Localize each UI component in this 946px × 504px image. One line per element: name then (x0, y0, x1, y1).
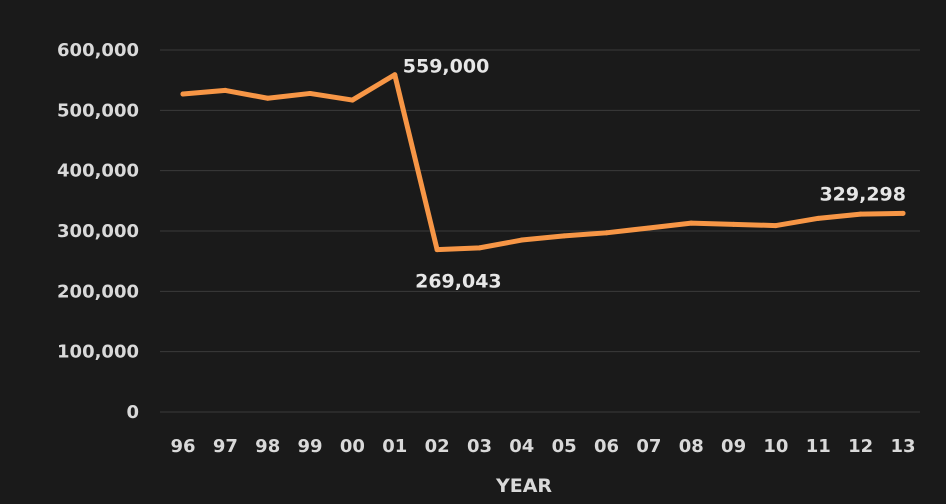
y-tick-label: 100,000 (57, 342, 139, 363)
data-point (646, 225, 652, 231)
data-point (307, 90, 313, 96)
data-point (265, 95, 271, 101)
data-point (434, 247, 440, 253)
x-tick-label: 13 (890, 436, 915, 457)
data-label: 329,298 (819, 183, 906, 205)
y-tick-label: 500,000 (57, 100, 139, 121)
data-point (392, 72, 398, 78)
x-axis-title: YEAR (495, 475, 552, 497)
y-tick-label: 600,000 (57, 40, 139, 61)
series-layer (180, 72, 906, 253)
x-tick-label: 08 (679, 436, 704, 457)
x-tick-label: 96 (170, 436, 195, 457)
data-point (349, 97, 355, 103)
x-tick-label: 12 (848, 436, 873, 457)
y-tick-label: 0 (126, 402, 139, 423)
data-point (858, 211, 864, 217)
data-point (180, 91, 186, 97)
x-tick-label: 04 (509, 436, 534, 457)
x-tick-label: 03 (467, 436, 492, 457)
y-tick-label: 200,000 (57, 281, 139, 302)
data-point (900, 210, 906, 216)
x-tick-label: 97 (213, 436, 238, 457)
x-tick-label: 98 (255, 436, 280, 457)
x-tick-label: 99 (298, 436, 323, 457)
series-line (180, 72, 906, 253)
data-point (815, 215, 821, 221)
x-tick-label: 05 (552, 436, 577, 457)
data-point (731, 221, 737, 227)
y-axis-ticks: 0 100,000 200,000 300,000 400,000 500,000 600,… (57, 40, 139, 423)
data-point (561, 233, 567, 239)
data-label: 269,043 (415, 271, 502, 293)
x-tick-label: 11 (806, 436, 831, 457)
gridlines (160, 49, 920, 413)
x-tick-label: 07 (636, 436, 661, 457)
data-point (773, 223, 779, 229)
x-tick-label: 09 (721, 436, 746, 457)
x-tick-label: 00 (340, 436, 365, 457)
data-point (476, 245, 482, 251)
data-point (688, 220, 694, 226)
data-point (519, 237, 525, 243)
x-tick-label: 06 (594, 436, 619, 457)
y-tick-label: 300,000 (57, 221, 139, 242)
data-label: 559,000 (403, 56, 490, 78)
data-point (604, 230, 610, 236)
data-labels: 559,000 269,043 329,298 (403, 56, 906, 293)
x-tick-label: 02 (425, 436, 450, 457)
x-tick-label: 01 (382, 436, 407, 457)
y-tick-label: 400,000 (57, 161, 139, 182)
x-tick-label: 10 (763, 436, 788, 457)
data-point (222, 87, 228, 93)
x-axis-ticks: 96 97 98 99 00 01 02 03 04 05 06 07 08 09 10 11 12 13 (170, 436, 915, 457)
